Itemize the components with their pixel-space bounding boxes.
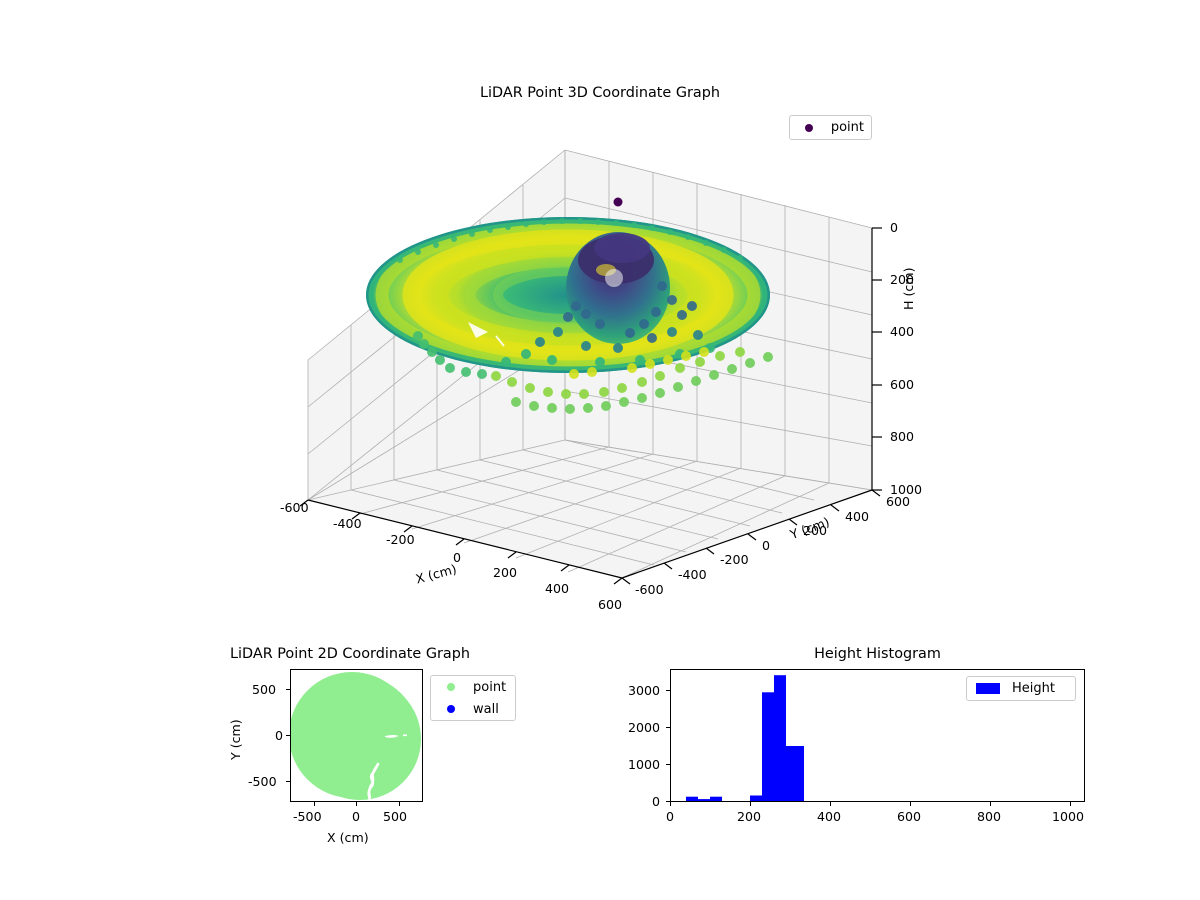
hist-ytickmark-2000 bbox=[666, 727, 670, 729]
legend-label-point-2d: point bbox=[473, 679, 507, 695]
plot3d-xtick-3: 0 bbox=[453, 550, 462, 565]
z-ticks-3d bbox=[872, 227, 882, 491]
hist-ytickmark-1000 bbox=[666, 764, 670, 766]
legend-label-point: point bbox=[830, 120, 864, 135]
hist-xtick-0: 0 bbox=[666, 809, 675, 824]
plot3d-ytick-5: 400 bbox=[845, 509, 870, 524]
plot2d-xtick-2: 500 bbox=[383, 809, 408, 824]
hist-ytick-0: 0 bbox=[652, 794, 661, 809]
histogram-legend[interactable]: Height bbox=[966, 676, 1076, 701]
y-ticks-3d bbox=[621, 489, 881, 585]
height-patch-icon bbox=[973, 683, 1003, 694]
plot2d-xtickmark-m500 bbox=[314, 802, 316, 806]
plot3d-xtick-5: 400 bbox=[545, 581, 570, 596]
plot2d-ytick-2: 500 bbox=[252, 682, 277, 697]
plot3d-ztick-0: 0 bbox=[890, 220, 899, 235]
plot3d-ztick-4: 800 bbox=[890, 429, 915, 444]
plot3d-zlabel: H (cm) bbox=[901, 267, 916, 311]
plot3d-ytick-1: -400 bbox=[678, 567, 707, 582]
hist-xtickmark-200 bbox=[750, 802, 752, 806]
axis-spines bbox=[307, 228, 873, 579]
lower-arcs bbox=[413, 331, 773, 414]
legend-item-point-2d[interactable]: point bbox=[431, 676, 515, 698]
hist-xtick-5: 1000 bbox=[1052, 809, 1085, 824]
hist-xtick-4: 800 bbox=[977, 809, 1002, 824]
plot2d-ytickmark-m500 bbox=[286, 781, 290, 783]
point-marker-icon bbox=[438, 683, 464, 691]
point-marker-icon bbox=[797, 123, 822, 132]
plot3d-legend[interactable]: point bbox=[789, 115, 872, 140]
legend-item-height[interactable]: Height bbox=[967, 677, 1075, 700]
plot2d-xtick-1: 0 bbox=[352, 809, 361, 824]
plot3d-ztick-3: 600 bbox=[890, 377, 915, 392]
plot2d-title: LiDAR Point 2D Coordinate Graph bbox=[230, 646, 470, 662]
legend-label-wall-2d: wall bbox=[473, 701, 499, 717]
hist-ytick-1: 1000 bbox=[628, 757, 661, 772]
hist-ytick-3: 3000 bbox=[628, 683, 661, 698]
hist-xtickmark-1000 bbox=[1070, 802, 1072, 806]
plot2d-xtickmark-500 bbox=[399, 802, 401, 806]
plot3d-axes[interactable]: -600 -400 -200 0 200 400 600 X (cm) -600… bbox=[280, 110, 923, 640]
plot3d-ytick-3: 0 bbox=[762, 538, 771, 553]
plot3d-ytick-0: -600 bbox=[635, 582, 664, 597]
hist-ytickmark-0 bbox=[666, 801, 670, 803]
plot3d-xtick-1: -400 bbox=[333, 516, 362, 531]
histogram-title: Height Histogram bbox=[814, 646, 941, 662]
hist-xtickmark-800 bbox=[990, 802, 992, 806]
plot2d-ytick-1: 0 bbox=[275, 728, 284, 743]
legend-item-wall-2d[interactable]: wall bbox=[431, 698, 515, 720]
plot3d-ztick-5: 1000 bbox=[890, 482, 923, 497]
hist-xtickmark-400 bbox=[830, 802, 832, 806]
plot3d-ytick-2: -200 bbox=[720, 552, 749, 567]
hist-xtickmark-0 bbox=[670, 802, 672, 806]
plot3d-xtick-6: 600 bbox=[598, 597, 623, 612]
point-cloud-3d bbox=[366, 197, 773, 414]
point-cloud-2d bbox=[291, 672, 421, 801]
plot3d-xtick-4: 200 bbox=[493, 565, 518, 580]
isolated-point bbox=[613, 197, 623, 207]
plot2d-ytickmark-0 bbox=[286, 735, 290, 737]
x-ticks-3d bbox=[300, 499, 623, 585]
plot2d-axes[interactable] bbox=[290, 669, 423, 802]
plot2d-xlabel: X (cm) bbox=[327, 830, 369, 845]
hist-xtick-3: 600 bbox=[897, 809, 922, 824]
hist-xtickmark-600 bbox=[910, 802, 912, 806]
plot2d-ytick-0: -500 bbox=[248, 774, 277, 789]
legend-label-height: Height bbox=[1012, 681, 1055, 696]
hist-ytickmark-3000 bbox=[666, 690, 670, 692]
hist-ytick-2: 2000 bbox=[628, 720, 661, 735]
plot3d-ztick-2: 400 bbox=[890, 324, 915, 339]
plot3d-title: LiDAR Point 3D Coordinate Graph bbox=[480, 85, 720, 101]
wall-marker-icon bbox=[438, 705, 464, 713]
plot3d-xtick-2: -200 bbox=[386, 532, 415, 547]
hist-xtick-2: 400 bbox=[817, 809, 842, 824]
pane-floor bbox=[308, 440, 872, 578]
plot3d-xtick-0: -600 bbox=[280, 500, 309, 515]
plot2d-ytickmark-500 bbox=[286, 689, 290, 691]
legend-item-point[interactable]: point bbox=[790, 116, 871, 139]
plot2d-xtickmark-0 bbox=[356, 802, 358, 806]
histogram-axes[interactable] bbox=[670, 669, 1085, 802]
plot3d-ztick-1: 200 bbox=[890, 272, 915, 287]
histogram-bars bbox=[686, 675, 804, 801]
hist-xtick-1: 200 bbox=[737, 809, 762, 824]
central-cluster bbox=[501, 232, 715, 367]
plot2d-legend[interactable]: point wall bbox=[430, 675, 516, 721]
plot2d-ylabel: Y (cm) bbox=[228, 719, 243, 760]
plot3d-ytick-4: 200 bbox=[803, 523, 828, 538]
plot3d-ytick-6: 600 bbox=[886, 494, 911, 509]
plot2d-xtick-0: -500 bbox=[293, 809, 322, 824]
